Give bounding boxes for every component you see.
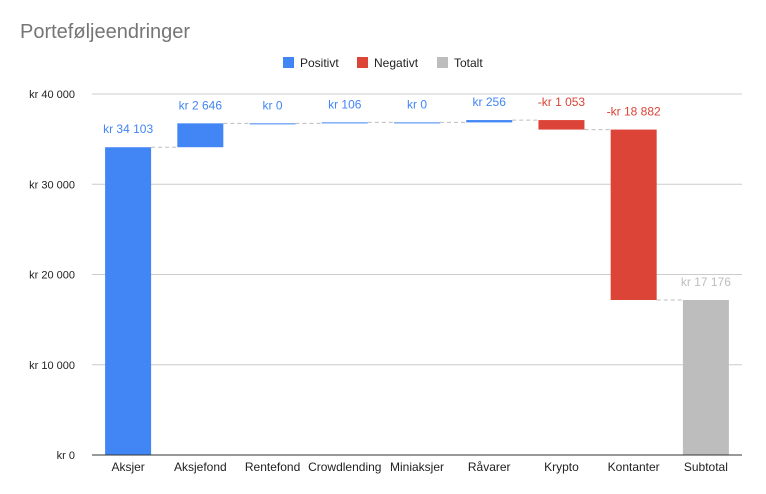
data-label-0: kr 34 103 bbox=[103, 122, 153, 136]
y-tick-label-3: kr 30 000 bbox=[29, 179, 75, 191]
y-axis-tick-labels: kr 0 kr 10 000 kr 20 000 kr 30 000 kr 40 000 bbox=[29, 89, 75, 462]
category-label-3: Crowdlending bbox=[308, 460, 381, 474]
bar-aksjer bbox=[105, 147, 152, 455]
data-label-1: kr 2 646 bbox=[179, 98, 223, 112]
legend-label-2: Totalt bbox=[454, 56, 483, 70]
legend-swatch-1 bbox=[357, 57, 368, 68]
x-axis-category-labels: Aksjer Aksjefond Rentefond Crowdlending Mini… bbox=[111, 460, 727, 474]
data-label-7: -kr 18 882 bbox=[607, 105, 661, 119]
bar-krypto bbox=[538, 120, 585, 130]
category-label-2: Rentefond bbox=[245, 460, 300, 474]
data-label-4: kr 0 bbox=[407, 97, 427, 111]
y-tick-label-2: kr 20 000 bbox=[29, 270, 75, 282]
legend: Positivt Negativt Totalt bbox=[283, 56, 483, 70]
category-label-8: Subtotal bbox=[684, 460, 728, 474]
y-tick-label-0: kr 0 bbox=[57, 450, 75, 462]
category-label-1: Aksjefond bbox=[174, 460, 227, 474]
bar-crowdlending bbox=[321, 122, 368, 124]
data-label-8: kr 17 176 bbox=[681, 275, 731, 289]
category-label-5: Råvarer bbox=[468, 460, 511, 474]
y-tick-label-4: kr 40 000 bbox=[29, 89, 75, 101]
bar-kontanter bbox=[610, 129, 657, 300]
y-tick-label-1: kr 10 000 bbox=[29, 360, 75, 372]
category-label-6: Krypto bbox=[544, 460, 579, 474]
bar-miniaksjer bbox=[394, 122, 440, 124]
legend-swatch-2 bbox=[437, 57, 448, 68]
bar-subtotal bbox=[682, 299, 729, 455]
bar-aksjefond bbox=[177, 123, 224, 148]
legend-label-0: Positivt bbox=[300, 56, 339, 70]
data-label-3: kr 106 bbox=[328, 97, 362, 111]
data-label-5: kr 256 bbox=[473, 95, 507, 109]
connector-lines bbox=[151, 119, 683, 301]
chart-title: Porteføljeendringer bbox=[20, 21, 190, 43]
category-label-7: Kontanter bbox=[608, 460, 660, 474]
legend-swatch-0 bbox=[283, 57, 294, 68]
legend-label-1: Negativt bbox=[374, 56, 419, 70]
bars bbox=[105, 120, 729, 455]
category-label-0: Aksjer bbox=[111, 460, 144, 474]
data-label-2: kr 0 bbox=[263, 98, 283, 112]
bar-rentefond bbox=[249, 123, 296, 125]
category-label-4: Miniaksjer bbox=[390, 460, 444, 474]
data-label-6: -kr 1 053 bbox=[538, 95, 586, 109]
bar-råvarer bbox=[466, 120, 513, 123]
data-labels: kr 34 103 kr 2 646 kr 0 kr 106 kr 0 kr 256 -kr… bbox=[103, 95, 731, 289]
